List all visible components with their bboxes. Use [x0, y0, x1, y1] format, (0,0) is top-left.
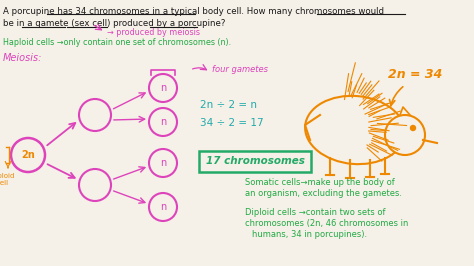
Text: 2n ÷ 2 = n: 2n ÷ 2 = n — [200, 100, 257, 110]
Text: n: n — [160, 117, 166, 127]
Text: an organism, excluding the gametes.: an organism, excluding the gametes. — [245, 189, 402, 198]
Text: 17 chromosomes: 17 chromosomes — [206, 156, 304, 167]
Text: four gametes: four gametes — [212, 65, 268, 74]
Text: Diploid cells →contain two sets of: Diploid cells →contain two sets of — [245, 208, 385, 217]
Text: n: n — [160, 202, 166, 212]
Text: n: n — [160, 83, 166, 93]
Circle shape — [385, 115, 425, 155]
Text: 34 ÷ 2 = 17: 34 ÷ 2 = 17 — [200, 118, 264, 128]
Text: Haploid cells →only contain one set of chromosomes (n).: Haploid cells →only contain one set of c… — [3, 38, 231, 47]
Text: diploid
cell: diploid cell — [0, 173, 15, 186]
Text: 2n: 2n — [21, 150, 35, 160]
Text: humans, 34 in porcupines).: humans, 34 in porcupines). — [252, 230, 367, 239]
Text: Meiosis:: Meiosis: — [3, 53, 42, 63]
Text: A porcupine has 34 chromosomes in a typical body cell. How many chromosomes woul: A porcupine has 34 chromosomes in a typi… — [3, 7, 384, 16]
FancyBboxPatch shape — [199, 151, 311, 172]
Text: chromosomes (2n, 46 chromosomes in: chromosomes (2n, 46 chromosomes in — [245, 219, 409, 228]
Text: Somatic cells→make up the body of: Somatic cells→make up the body of — [245, 178, 395, 187]
Circle shape — [410, 126, 416, 131]
Text: 2n = 34: 2n = 34 — [388, 68, 442, 81]
Text: → produced by meiosis: → produced by meiosis — [107, 28, 200, 37]
Text: be in a gamete (sex cell) produced by a porcupine?: be in a gamete (sex cell) produced by a … — [3, 19, 225, 28]
Text: n: n — [160, 158, 166, 168]
Ellipse shape — [305, 96, 405, 164]
